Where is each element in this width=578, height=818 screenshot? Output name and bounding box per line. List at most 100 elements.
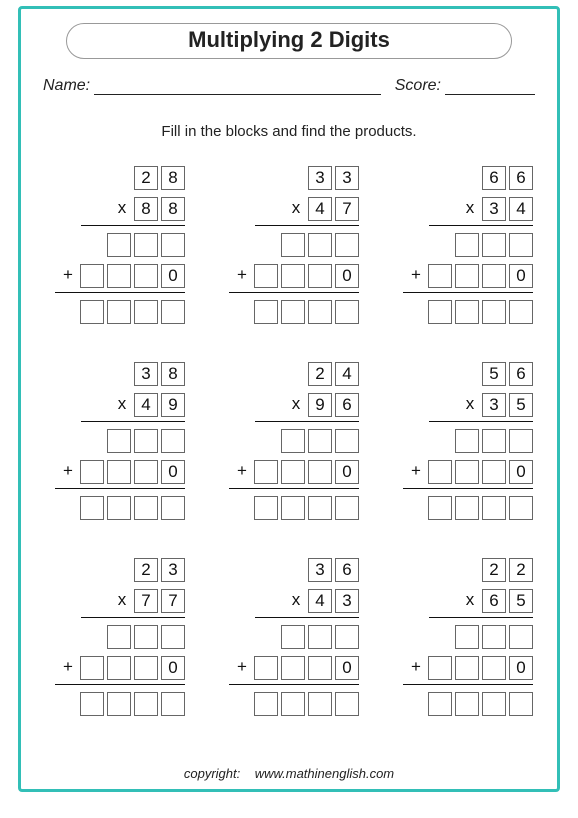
answer-box[interactable] (455, 264, 479, 288)
answer-box[interactable] (107, 460, 131, 484)
answer-box[interactable] (428, 460, 452, 484)
answer-box[interactable] (134, 233, 158, 257)
answer-box[interactable] (509, 233, 533, 257)
answer-box[interactable] (308, 429, 332, 453)
multiplication-problem: 23x77+0 (45, 554, 185, 716)
answer-box[interactable] (281, 460, 305, 484)
answer-box[interactable] (107, 625, 131, 649)
answer-box[interactable] (80, 656, 104, 680)
answer-box[interactable] (509, 692, 533, 716)
answer-box[interactable] (308, 300, 332, 324)
answer-box[interactable] (107, 233, 131, 257)
answer-box[interactable] (455, 496, 479, 520)
answer-box[interactable] (428, 496, 452, 520)
answer-box[interactable] (107, 429, 131, 453)
answer-box[interactable] (161, 496, 185, 520)
answer-box[interactable] (482, 300, 506, 324)
answer-box[interactable] (308, 692, 332, 716)
answer-box[interactable] (455, 460, 479, 484)
answer-box[interactable] (254, 264, 278, 288)
score-input-line[interactable] (445, 77, 535, 95)
answer-box[interactable] (455, 656, 479, 680)
multiplier-row: x35 (393, 389, 533, 417)
partial-1-row (45, 621, 185, 649)
answer-box[interactable] (455, 692, 479, 716)
answer-box[interactable] (80, 692, 104, 716)
answer-box[interactable] (482, 233, 506, 257)
answer-box[interactable] (107, 496, 131, 520)
answer-box[interactable] (308, 496, 332, 520)
answer-box[interactable] (80, 264, 104, 288)
answer-box[interactable] (428, 300, 452, 324)
answer-box[interactable] (254, 692, 278, 716)
answer-box[interactable] (134, 625, 158, 649)
answer-box[interactable] (335, 300, 359, 324)
answer-box[interactable] (428, 656, 452, 680)
answer-box[interactable] (254, 300, 278, 324)
answer-box[interactable] (281, 264, 305, 288)
answer-box[interactable] (308, 233, 332, 257)
answer-box[interactable] (281, 692, 305, 716)
answer-box[interactable] (308, 656, 332, 680)
answer-box[interactable] (308, 625, 332, 649)
answer-box[interactable] (254, 656, 278, 680)
answer-box[interactable] (335, 496, 359, 520)
answer-box[interactable] (482, 656, 506, 680)
answer-box[interactable] (335, 233, 359, 257)
answer-box[interactable] (281, 625, 305, 649)
answer-box[interactable] (308, 264, 332, 288)
answer-box[interactable] (134, 656, 158, 680)
answer-box[interactable] (455, 429, 479, 453)
answer-box[interactable] (161, 692, 185, 716)
answer-box[interactable] (281, 656, 305, 680)
answer-box[interactable] (482, 264, 506, 288)
answer-box[interactable] (80, 460, 104, 484)
answer-box[interactable] (281, 496, 305, 520)
answer-box[interactable] (107, 692, 131, 716)
rule-line (403, 488, 533, 489)
answer-box[interactable] (482, 429, 506, 453)
answer-box[interactable] (134, 300, 158, 324)
answer-box[interactable] (428, 264, 452, 288)
answer-box[interactable] (509, 496, 533, 520)
answer-box[interactable] (254, 460, 278, 484)
answer-box[interactable] (509, 625, 533, 649)
times-operator: x (461, 195, 479, 221)
answer-box[interactable] (335, 625, 359, 649)
answer-box[interactable] (482, 496, 506, 520)
answer-box[interactable] (161, 300, 185, 324)
answer-box[interactable] (254, 496, 278, 520)
answer-box[interactable] (80, 300, 104, 324)
answer-box[interactable] (428, 692, 452, 716)
answer-box[interactable] (482, 460, 506, 484)
answer-box[interactable] (161, 625, 185, 649)
answer-box[interactable] (134, 692, 158, 716)
answer-box[interactable] (107, 264, 131, 288)
answer-box[interactable] (509, 429, 533, 453)
answer-box[interactable] (335, 429, 359, 453)
answer-box[interactable] (134, 429, 158, 453)
answer-box[interactable] (134, 264, 158, 288)
answer-box[interactable] (281, 429, 305, 453)
answer-box[interactable] (455, 625, 479, 649)
answer-box[interactable] (482, 625, 506, 649)
answer-box[interactable] (509, 300, 533, 324)
digit-box: 4 (509, 197, 533, 221)
answer-box[interactable] (281, 300, 305, 324)
answer-box[interactable] (107, 656, 131, 680)
answer-box[interactable] (281, 233, 305, 257)
copyright-line: copyright: www.mathinenglish.com (21, 766, 557, 781)
answer-box[interactable] (482, 692, 506, 716)
answer-box[interactable] (161, 233, 185, 257)
digit-box: 7 (161, 589, 185, 613)
answer-box[interactable] (134, 460, 158, 484)
answer-box[interactable] (134, 496, 158, 520)
answer-box[interactable] (455, 300, 479, 324)
answer-box[interactable] (107, 300, 131, 324)
answer-box[interactable] (455, 233, 479, 257)
answer-box[interactable] (161, 429, 185, 453)
answer-box[interactable] (80, 496, 104, 520)
name-input-line[interactable] (94, 77, 381, 95)
answer-box[interactable] (335, 692, 359, 716)
answer-box[interactable] (308, 460, 332, 484)
